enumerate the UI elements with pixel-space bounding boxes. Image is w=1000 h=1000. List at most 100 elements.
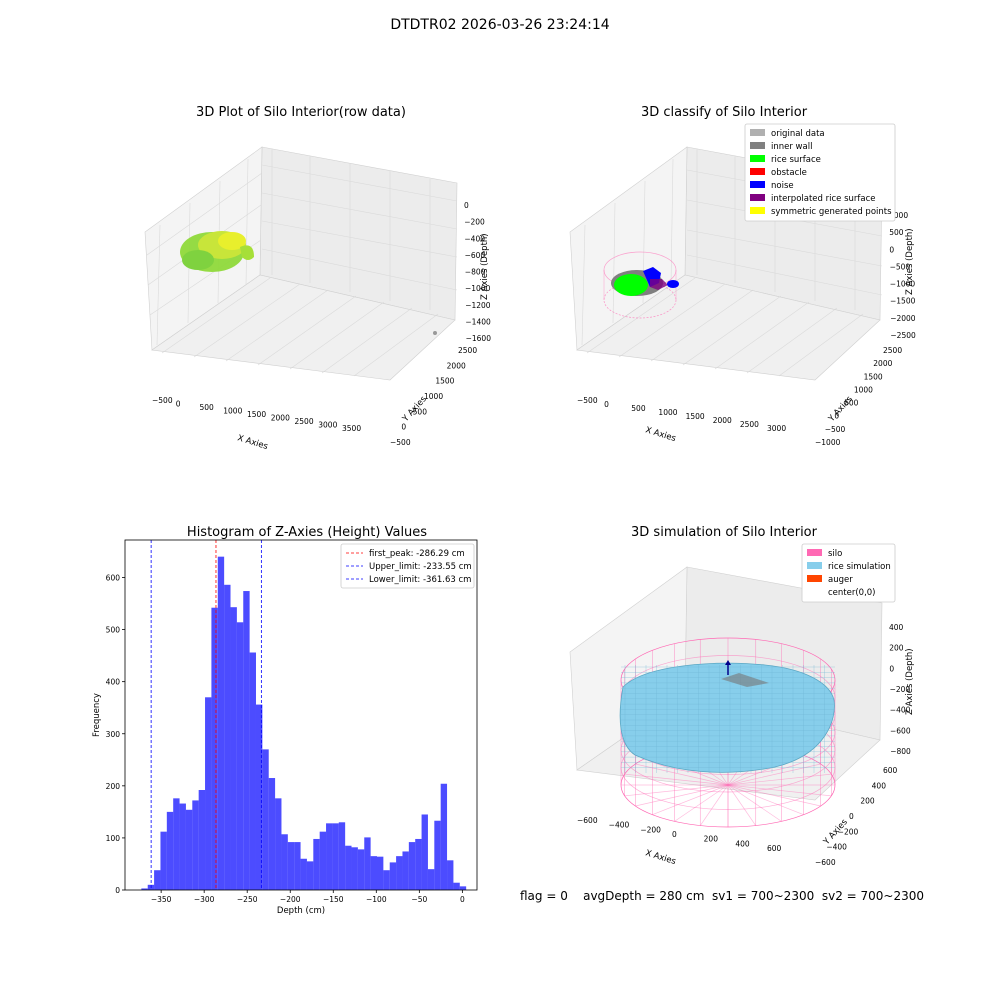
histogram-bar <box>402 851 409 890</box>
y-tick-label: 400 <box>106 678 121 687</box>
legend-swatch <box>750 181 765 188</box>
legend-label: rice surface <box>771 155 821 165</box>
histogram-bar <box>408 842 416 890</box>
z-tick-label: −1200 <box>465 301 491 310</box>
x-axis-label: X Axies <box>644 848 677 867</box>
histogram-bar <box>319 831 327 890</box>
histogram-bar <box>376 856 384 890</box>
y-tick-label: 0 <box>115 886 120 895</box>
y-tick-label: −500 <box>825 425 846 434</box>
x-tick-label: 1500 <box>686 412 705 421</box>
x-tick-label: 0 <box>672 830 677 839</box>
legend-swatch <box>750 207 765 214</box>
y-tick-label: 200 <box>106 782 121 791</box>
z-axis-ticks: 1000 500 0 −500 −1000 −1500 −2000 −2500 <box>889 211 916 340</box>
legend-swatch <box>807 549 822 556</box>
x-axis-ticks: −500 0 500 1000 1500 2000 2500 3000 3500 <box>152 396 361 433</box>
z-tick-label: −1000 <box>890 280 916 289</box>
x-tick-label: −300 <box>194 895 215 904</box>
histogram-bar <box>287 842 295 890</box>
y-tick-label: 2500 <box>883 346 902 355</box>
panel-raw-3d: 3D Plot of Silo Interior(row data) 0 −200… <box>144 105 492 452</box>
histogram-bar <box>281 834 288 890</box>
x-tick-label: 2000 <box>713 416 732 425</box>
legend-swatch <box>750 129 765 136</box>
x-tick-label: 2500 <box>295 417 314 426</box>
y-tick-label: 1500 <box>435 377 454 386</box>
x-tick-label: 3000 <box>767 424 786 433</box>
chart-title: Histogram of Z-Axies (Height) Values <box>187 525 427 540</box>
legend-label: obstacle <box>771 168 807 178</box>
legend-label: original data <box>771 129 825 139</box>
histogram-bar <box>326 823 333 890</box>
z-tick-label: −2500 <box>890 331 916 340</box>
legend-label: silo <box>828 549 842 559</box>
x-tick-label: −250 <box>237 895 258 904</box>
legend-label: first_peak: -286.29 cm <box>369 549 465 559</box>
z-tick-label: −200 <box>464 218 485 227</box>
z-tick-label: −600 <box>465 251 486 260</box>
legend-label: Lower_limit: -361.63 cm <box>369 575 471 585</box>
z-tick-label: −800 <box>890 747 911 756</box>
x-axis-label: X Axies <box>236 433 269 452</box>
histogram-legend <box>340 543 475 589</box>
y-tick-label: 2000 <box>873 359 892 368</box>
y-tick-label: 500 <box>844 399 859 408</box>
y-tick-label: 0 <box>401 423 406 432</box>
histogram-bar <box>421 814 428 890</box>
x-tick-label: −600 <box>577 816 598 825</box>
histogram-chart: Histogram of Z-Axies (Height) Values −350… <box>92 525 478 916</box>
z-tick-label: −600 <box>890 726 911 735</box>
histogram-bar <box>255 704 263 890</box>
legend-swatch <box>750 155 765 162</box>
x-axis-ticks: −500 0 500 1000 1500 2000 2500 3000 <box>577 396 786 433</box>
x-tick-label: 400 <box>735 839 750 848</box>
y-tick-label: 600 <box>106 574 121 583</box>
histogram-bar <box>332 823 339 890</box>
legend-label: noise <box>771 181 794 191</box>
x-tick-label: 1500 <box>247 410 266 419</box>
y-tick-label: 100 <box>106 834 121 843</box>
x-tick-label: −50 <box>411 895 427 904</box>
histogram-bar <box>396 856 403 890</box>
panel-raw-title: 3D Plot of Silo Interior(row data) <box>196 105 406 120</box>
classify-legend: original data inner wall rice surface obsta… <box>744 123 896 222</box>
z-tick-label: −800 <box>465 268 486 277</box>
panel-simulation-3d: 3D simulation of Silo Interior 400 200 0 −2… <box>569 525 915 867</box>
histogram-bar <box>141 888 148 890</box>
legend-frame <box>744 123 896 222</box>
z-tick-label: −1600 <box>466 334 492 343</box>
z-tick-label: 0 <box>464 201 469 210</box>
y-tick-label: 300 <box>106 730 121 739</box>
x-axis-label: X Axies <box>644 425 677 444</box>
y-tick-label: 2000 <box>447 361 466 370</box>
histogram-bar <box>357 849 365 890</box>
y-tick-label: −1000 <box>815 438 841 447</box>
z-tick-label: −500 <box>890 262 911 271</box>
x-axis-label: Depth (cm) <box>277 906 325 916</box>
histogram-bar <box>370 856 377 890</box>
histogram-bar <box>364 837 371 890</box>
z-tick-label: 400 <box>889 623 904 632</box>
x-tick-label: −150 <box>323 895 344 904</box>
histogram-bar <box>217 556 225 890</box>
legend-label: interpolated rice surface <box>771 194 876 204</box>
x-tick-label: 0 <box>604 400 609 409</box>
z-tick-label: −400 <box>890 706 911 715</box>
y-axis-ticks: −600 −400 −200 0 200 400 600 <box>815 766 898 867</box>
x-tick-label: −200 <box>280 895 301 904</box>
classified-point-cloud <box>603 251 679 319</box>
histogram-bar <box>249 652 256 890</box>
x-tick-label: 2500 <box>740 420 759 429</box>
histogram-bar <box>211 607 218 890</box>
z-tick-label: 500 <box>889 228 904 237</box>
x-tick-label: −500 <box>577 396 598 405</box>
z-tick-label: −1000 <box>465 284 491 293</box>
x-tick-label: 3000 <box>318 421 337 430</box>
rice-simulation-surface <box>619 662 835 773</box>
z-tick-label: 0 <box>889 245 894 254</box>
histogram-bar <box>440 783 448 890</box>
y-tick-label: 500 <box>106 626 121 635</box>
legend-swatch <box>750 194 765 201</box>
histogram-bar <box>459 886 467 890</box>
